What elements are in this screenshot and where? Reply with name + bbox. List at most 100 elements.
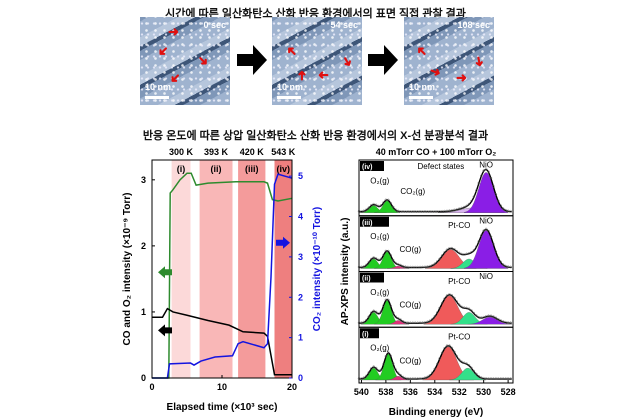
data-point	[414, 321, 417, 324]
peak-annotation: Pt-CO	[448, 333, 470, 342]
data-point	[462, 205, 466, 209]
data-point	[416, 210, 419, 213]
data-point	[475, 372, 478, 376]
data-point	[477, 315, 480, 319]
data-point	[443, 347, 446, 350]
data-point	[462, 306, 466, 309]
y-right-tick-label: 3	[298, 252, 303, 262]
data-point	[467, 364, 471, 367]
peak-nio	[467, 316, 512, 325]
xps-panel-3: (i)O₂(g) CO(g) Pt-CO	[357, 326, 514, 384]
right-arrow-icon	[368, 45, 398, 75]
data-point	[421, 265, 424, 269]
xps-title: 반응 온도에 따른 상압 일산화탄소 산화 반응 환경에서의 X-선 분광분석 …	[142, 130, 489, 142]
data-point	[499, 319, 502, 322]
data-point	[465, 362, 468, 365]
data-point	[421, 210, 424, 213]
data-point	[401, 264, 405, 268]
data-point	[458, 207, 461, 210]
data-point	[497, 318, 500, 321]
data-point	[394, 368, 397, 371]
scale-bar-label: 10 nm	[409, 82, 436, 92]
data-point	[379, 257, 383, 261]
data-point	[377, 258, 380, 262]
data-point	[409, 210, 412, 213]
data-point	[472, 311, 476, 315]
data-point	[379, 368, 383, 372]
data-point	[458, 358, 461, 361]
data-point	[394, 261, 397, 265]
data-point	[426, 265, 429, 268]
data-point	[458, 303, 461, 306]
data-point	[399, 318, 402, 321]
peak-o2peak	[374, 200, 401, 213]
stm-image-54s: 54 sec 10 nm ➜ ➜ ➜ ➜	[272, 17, 362, 105]
left-arrow-icon	[158, 324, 172, 337]
data-point	[396, 209, 400, 213]
data-point	[489, 377, 493, 380]
data-point	[438, 357, 441, 360]
data-point	[487, 229, 490, 233]
stm-title: 시간에 따른 일산화탄소 산화 반응 환경에서의 표면 직접 관찰 결과	[165, 8, 466, 20]
data-point	[482, 376, 485, 380]
temperature-label: 420 K	[240, 147, 265, 157]
stm-time-label: 108 sec	[457, 20, 490, 30]
data-point	[411, 321, 414, 324]
data-point	[502, 207, 505, 210]
data-point	[370, 204, 373, 207]
data-point	[392, 258, 395, 262]
data-point	[506, 321, 510, 324]
scale-bar	[409, 96, 433, 99]
data-point	[362, 320, 366, 324]
data-point	[465, 252, 468, 256]
data-point	[360, 265, 363, 269]
data-point	[394, 315, 397, 318]
data-point	[482, 229, 485, 232]
x-tick-label: 10	[217, 382, 227, 392]
peak-annotation: O₂(g)	[370, 232, 389, 241]
data-point	[504, 264, 507, 268]
data-point	[487, 314, 490, 317]
data-point	[494, 316, 498, 319]
data-point	[387, 351, 390, 354]
data-point	[409, 321, 412, 324]
temperature-label: 300 K	[169, 147, 194, 157]
envelope-line	[358, 168, 512, 213]
data-point	[450, 346, 454, 350]
xps-panel-1: (iii) O₂(g) CO(g) Pt-CO NiO	[357, 215, 514, 272]
data-point	[362, 209, 366, 212]
data-point	[379, 310, 383, 313]
data-point	[365, 318, 368, 322]
data-point	[453, 248, 456, 251]
y-axis-label: AP-XPS intensity (a.u.)	[340, 218, 351, 326]
data-point	[472, 369, 476, 373]
x-tick-label: 536	[403, 387, 418, 397]
data-point	[443, 209, 446, 213]
data-point	[494, 250, 498, 253]
data-point	[445, 209, 449, 213]
data-point	[499, 260, 502, 264]
region-2	[238, 160, 266, 378]
data-point	[460, 252, 463, 256]
region-label: (iv)	[277, 164, 291, 174]
data-point	[475, 314, 478, 317]
left-arrow-icon	[158, 266, 172, 279]
data-point	[370, 367, 373, 370]
data-point	[382, 253, 385, 257]
y-right-tick-label: 4	[298, 212, 303, 222]
panel-label: (iii)	[362, 220, 373, 227]
data-point	[396, 371, 400, 375]
data-point	[406, 321, 410, 324]
data-point	[387, 198, 390, 202]
y-right-tick-label: 1	[298, 333, 303, 343]
data-point	[416, 377, 419, 380]
data-point	[438, 306, 441, 310]
data-point	[360, 209, 363, 213]
x-tick-label: 0	[149, 382, 154, 392]
right-arrow-icon	[276, 236, 290, 249]
temperature-label: 393 K	[204, 147, 229, 157]
data-point	[460, 206, 463, 210]
data-point	[436, 311, 439, 314]
data-point	[401, 375, 405, 379]
x-tick-label: 532	[452, 387, 467, 397]
